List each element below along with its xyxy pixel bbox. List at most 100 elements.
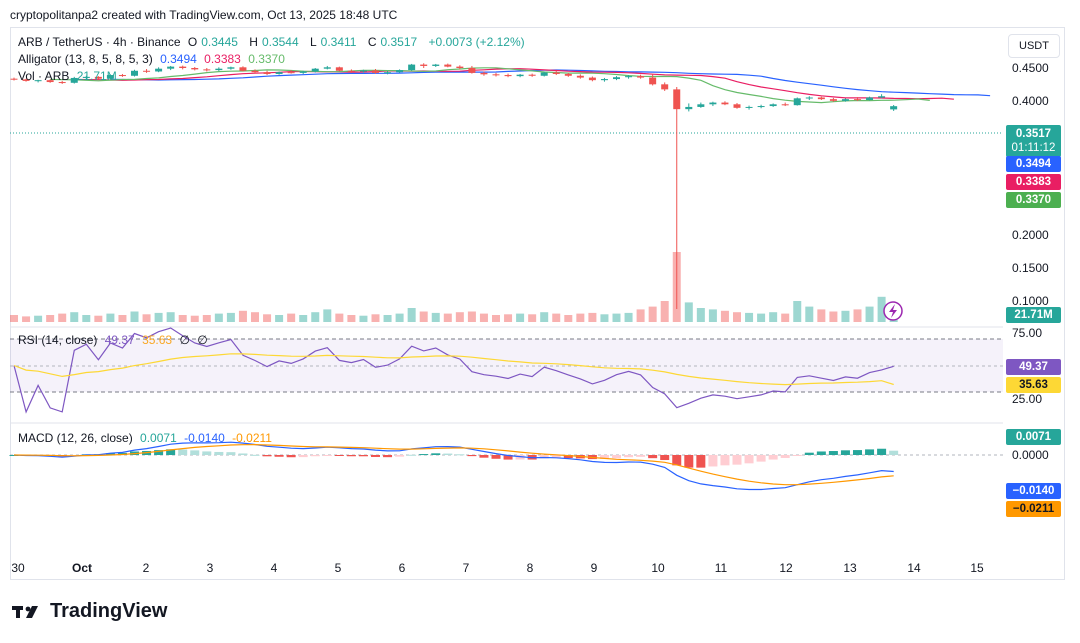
rsi-ma-value: 35.63 [142,333,173,347]
volume-bar [757,313,766,322]
candle-body [480,72,488,75]
candle-body [347,70,355,72]
macd-hist-bar [768,455,778,460]
macd-line [13,441,894,491]
candle-body [275,72,283,74]
lightning-icon[interactable] [883,301,903,321]
time-tick-label: 2 [143,561,150,575]
jaw-badge: 0.3494 [1006,156,1061,172]
volume-bar [576,313,585,322]
volume-bar [455,312,464,322]
alligator-legend: Alligator (13, 8, 5, 8, 5, 3) 0.3494 0.3… [18,52,289,66]
tradingview-logo[interactable]: TradingView [12,600,167,623]
candle-body [408,64,416,71]
volume-bar [251,312,259,322]
volume-bar [733,312,741,322]
volume-bar [347,315,356,322]
macd-hist-bar [310,455,320,457]
rsi-extra-1: ∅ [179,333,190,347]
candle-body [179,66,187,68]
volume-bar [226,312,235,322]
volume-bar [684,302,693,322]
alligator-lips-line [50,67,930,104]
volume-value: 21.71M [76,69,117,83]
macd-hist-bar [214,451,224,455]
volume-bar [817,309,826,322]
candle-body [600,79,608,81]
candle-body [504,75,512,77]
macd-hist-bar [660,455,670,461]
macd-hist-bar [636,455,646,457]
volume-bar [624,312,633,322]
price-badge: 0.3517 01:11:12 [1006,125,1061,157]
macd-hist-bar [551,455,561,459]
macd-hist-bar [262,455,272,457]
chart-frame [10,27,1065,580]
macd-hist-bar [672,455,682,466]
macd-hist-bar [865,449,875,455]
candle-body [456,66,464,68]
candle-body [781,104,789,106]
volume-bar [34,315,43,322]
volume-bar [154,312,163,322]
rsi-legend: RSI (14, close) 49.37 35.63 ∅ ∅ [18,333,212,347]
candle-body [203,69,211,71]
currency-button[interactable]: USDT [1008,34,1060,58]
rsi-tick-label: 25.00 [1012,392,1042,406]
candle-body [444,64,452,67]
candle-body [516,74,524,77]
macd-signal-value: -0.0211 [232,431,272,445]
macd-legend: MACD (12, 26, close) 0.0071 -0.0140 -0.0… [18,431,276,445]
candle-body [576,75,584,78]
macd-hist-badge: 0.0071 [1006,429,1061,445]
macd-hist-bar [178,449,188,455]
macd-tick-label: 0.0000 [1012,448,1049,462]
volume-bar [46,315,55,322]
macd-hist-bar [491,455,501,459]
candle-body [540,72,548,76]
macd-hist-bar [407,454,417,456]
macd-hist-bar [479,455,489,458]
candle-body [637,76,645,78]
macd-hist-bar [371,455,380,457]
macd-hist-bar [889,450,899,455]
volume-bar [612,313,621,322]
volume-bar [371,314,380,322]
volume-bar [696,308,705,322]
candle-body [793,98,801,106]
candle-body [769,104,777,107]
candle-body [854,99,861,101]
candle-body [143,70,151,72]
macd-hist-bar [804,452,814,455]
rsi-badge: 49.37 [1006,359,1061,375]
candle-body [685,106,693,110]
rsi-value: 49.37 [104,333,135,347]
macd-hist-bar [190,450,200,455]
volume-title[interactable]: Vol · ARB [18,69,70,83]
price-tick-label: 0.4000 [1012,94,1049,108]
rsi-title[interactable]: RSI (14, close) [18,333,98,347]
candle-body [805,97,813,99]
macd-title[interactable]: MACD (12, 26, close) [18,431,133,445]
macd-hist-bar [419,454,429,456]
volume-bar [865,306,874,322]
price-tick-label: 0.4500 [1012,61,1049,75]
candle-body [552,72,560,74]
alligator-title[interactable]: Alligator (13, 8, 5, 8, 5, 3) [18,52,153,66]
price-tick-label: 0.1500 [1012,261,1049,275]
candle-body [673,89,681,110]
macd-hist-bar [780,455,790,458]
candle-body [420,64,428,66]
candle-body [251,70,259,73]
symbol-title[interactable]: ARB / TetherUS · 4h · Binance [18,35,181,49]
rsi-line [13,327,894,414]
ohlc-o: O 0.3445 [187,35,238,49]
candle-body [528,74,536,76]
candle-body [890,106,898,110]
candle-body [468,68,476,73]
rsi-tick-label: 75.00 [1012,326,1042,340]
candle-body [287,72,295,74]
candle-body [372,70,379,73]
